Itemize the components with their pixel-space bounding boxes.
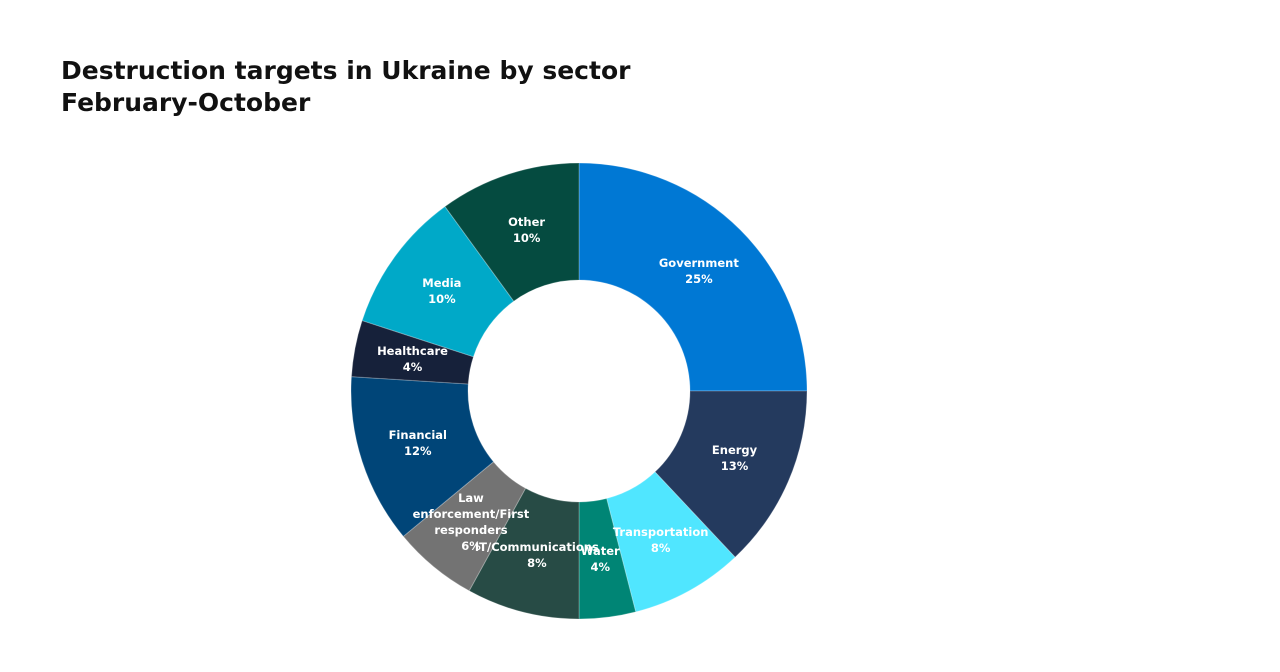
donut-segment <box>654 390 808 558</box>
value-label: 13% <box>720 459 749 474</box>
category-label: IT/Communications <box>474 540 599 555</box>
value-label: 10% <box>428 292 456 307</box>
category-label: Transportation <box>612 524 709 539</box>
value-label: 25% <box>685 272 713 287</box>
donut-segment <box>605 471 736 613</box>
data-label: Law enforcement/First responders 6% <box>396 490 546 554</box>
category-label: Healthcare <box>377 344 448 359</box>
category-label: Other <box>508 214 546 229</box>
value-label: 4% <box>402 360 423 375</box>
category-label: Financial <box>388 428 447 443</box>
data-label: Transportation 8% <box>586 524 736 556</box>
chart-subtitle: February-October <box>61 88 311 117</box>
category-label: Law enforcement/First responders <box>412 490 530 537</box>
value-label: 6% <box>461 538 481 553</box>
data-label: Government 25% <box>624 255 774 287</box>
value-label: 8% <box>527 556 547 571</box>
category-label: Government <box>658 256 739 271</box>
data-label: Other 10% <box>452 214 602 246</box>
data-label: Media 10% <box>367 275 517 307</box>
data-label: IT/Communications 8% <box>462 539 612 571</box>
value-label: 12% <box>404 444 432 459</box>
value-label: 4% <box>590 560 610 575</box>
donut-segment <box>578 162 808 392</box>
data-label: Healthcare 4% <box>338 343 488 375</box>
donut-segment <box>350 376 495 538</box>
donut-segment <box>361 205 515 358</box>
donut-segment <box>468 487 580 620</box>
chart-title: Destruction targets in Ukraine by sector <box>61 56 631 85</box>
value-label: 8% <box>650 540 671 555</box>
donut-segment <box>444 162 580 302</box>
category-label: Water <box>580 544 620 559</box>
data-label: Financial 12% <box>343 427 493 459</box>
donut-segment <box>402 461 527 592</box>
data-label: Water 4% <box>525 543 675 575</box>
category-label: Energy <box>711 443 758 458</box>
category-label: Media <box>422 276 462 291</box>
data-label: Energy 13% <box>660 442 810 474</box>
value-label: 10% <box>512 230 541 245</box>
